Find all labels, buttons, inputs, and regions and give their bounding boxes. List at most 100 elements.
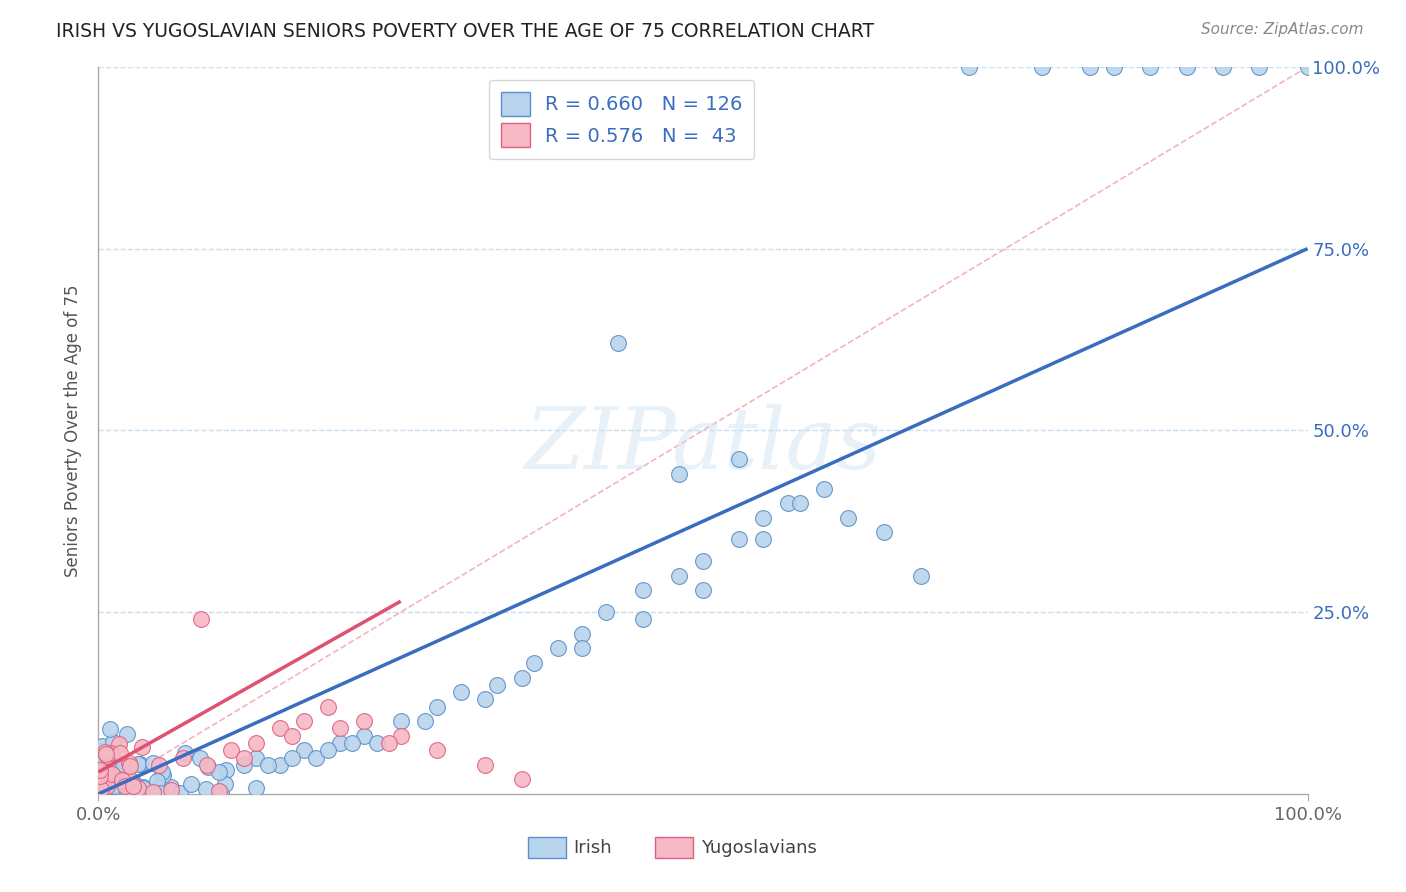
- Point: [94, 782, 117, 797]
- Point: [98, 746, 121, 760]
- Point: [668, 467, 690, 481]
- Point: [94, 775, 117, 789]
- Point: [135, 785, 157, 799]
- Point: [208, 784, 231, 798]
- Point: [789, 496, 811, 510]
- Point: [115, 727, 138, 741]
- Point: [148, 780, 170, 795]
- Point: [105, 780, 128, 794]
- Point: [813, 482, 835, 496]
- Point: [142, 785, 165, 799]
- Point: [148, 757, 170, 772]
- Point: [141, 786, 163, 800]
- Point: [120, 774, 142, 789]
- Point: [377, 736, 399, 750]
- Point: [96, 770, 118, 784]
- Point: [668, 569, 690, 583]
- Point: [101, 767, 124, 781]
- Point: [108, 769, 131, 783]
- Text: Yugoslavians: Yugoslavians: [700, 839, 817, 857]
- Point: [776, 496, 799, 510]
- Point: [96, 768, 118, 782]
- Point: [474, 692, 496, 706]
- Point: [342, 736, 364, 750]
- Point: [180, 777, 202, 791]
- Point: [292, 743, 315, 757]
- Point: [103, 779, 125, 793]
- Point: [118, 772, 141, 786]
- Point: [93, 784, 115, 798]
- Point: [89, 774, 111, 789]
- Point: [281, 729, 304, 743]
- Point: [426, 743, 449, 757]
- Point: [292, 714, 315, 728]
- Point: [132, 780, 155, 794]
- Point: [389, 714, 412, 728]
- Point: [232, 750, 254, 764]
- Point: [190, 612, 212, 626]
- Point: [1296, 60, 1319, 74]
- Point: [114, 780, 136, 794]
- Text: ZIPatlas: ZIPatlas: [524, 403, 882, 486]
- Point: [269, 722, 291, 736]
- Point: [1031, 60, 1053, 74]
- Point: [510, 772, 533, 787]
- Point: [132, 780, 155, 795]
- Point: [104, 763, 127, 777]
- Point: [90, 780, 112, 795]
- Point: [98, 773, 121, 788]
- Point: [108, 772, 131, 786]
- Point: [366, 736, 388, 750]
- Point: [245, 780, 267, 795]
- Point: [89, 780, 111, 794]
- Point: [143, 786, 166, 800]
- Point: [96, 747, 118, 762]
- Point: [127, 781, 149, 796]
- Point: [160, 780, 183, 794]
- Point: [107, 737, 129, 751]
- Point: [837, 510, 859, 524]
- Point: [90, 769, 112, 783]
- Point: [100, 760, 122, 774]
- Point: [188, 751, 211, 765]
- Point: [631, 583, 654, 598]
- Point: [197, 760, 219, 774]
- Text: IRISH VS YUGOSLAVIAN SENIORS POVERTY OVER THE AGE OF 75 CORRELATION CHART: IRISH VS YUGOSLAVIAN SENIORS POVERTY OVE…: [56, 22, 875, 41]
- Point: [316, 743, 339, 757]
- Point: [571, 641, 593, 656]
- Point: [121, 774, 143, 789]
- Point: [245, 750, 267, 764]
- Point: [121, 785, 143, 799]
- Point: [692, 583, 714, 598]
- Y-axis label: Seniors Poverty Over the Age of 75: Seniors Poverty Over the Age of 75: [65, 285, 83, 576]
- Point: [131, 739, 153, 754]
- Point: [118, 756, 141, 770]
- Point: [426, 699, 449, 714]
- Point: [121, 779, 143, 793]
- Point: [195, 782, 218, 797]
- Point: [195, 757, 218, 772]
- Point: [93, 750, 115, 764]
- Point: [571, 627, 593, 641]
- Point: [141, 756, 163, 770]
- Point: [607, 336, 630, 351]
- Point: [1078, 60, 1101, 74]
- Point: [1139, 60, 1161, 74]
- Point: [90, 782, 112, 797]
- Point: [474, 757, 496, 772]
- Point: [728, 533, 751, 547]
- Point: [269, 757, 291, 772]
- Point: [245, 736, 267, 750]
- Point: [114, 780, 136, 794]
- Point: [510, 671, 533, 685]
- Point: [89, 780, 111, 794]
- Point: [90, 781, 112, 796]
- Point: [98, 772, 121, 787]
- Point: [100, 777, 122, 791]
- Point: [329, 722, 352, 736]
- Point: [93, 773, 115, 788]
- Point: [221, 743, 243, 757]
- Point: [108, 746, 131, 760]
- Point: [692, 554, 714, 568]
- Point: [305, 750, 328, 764]
